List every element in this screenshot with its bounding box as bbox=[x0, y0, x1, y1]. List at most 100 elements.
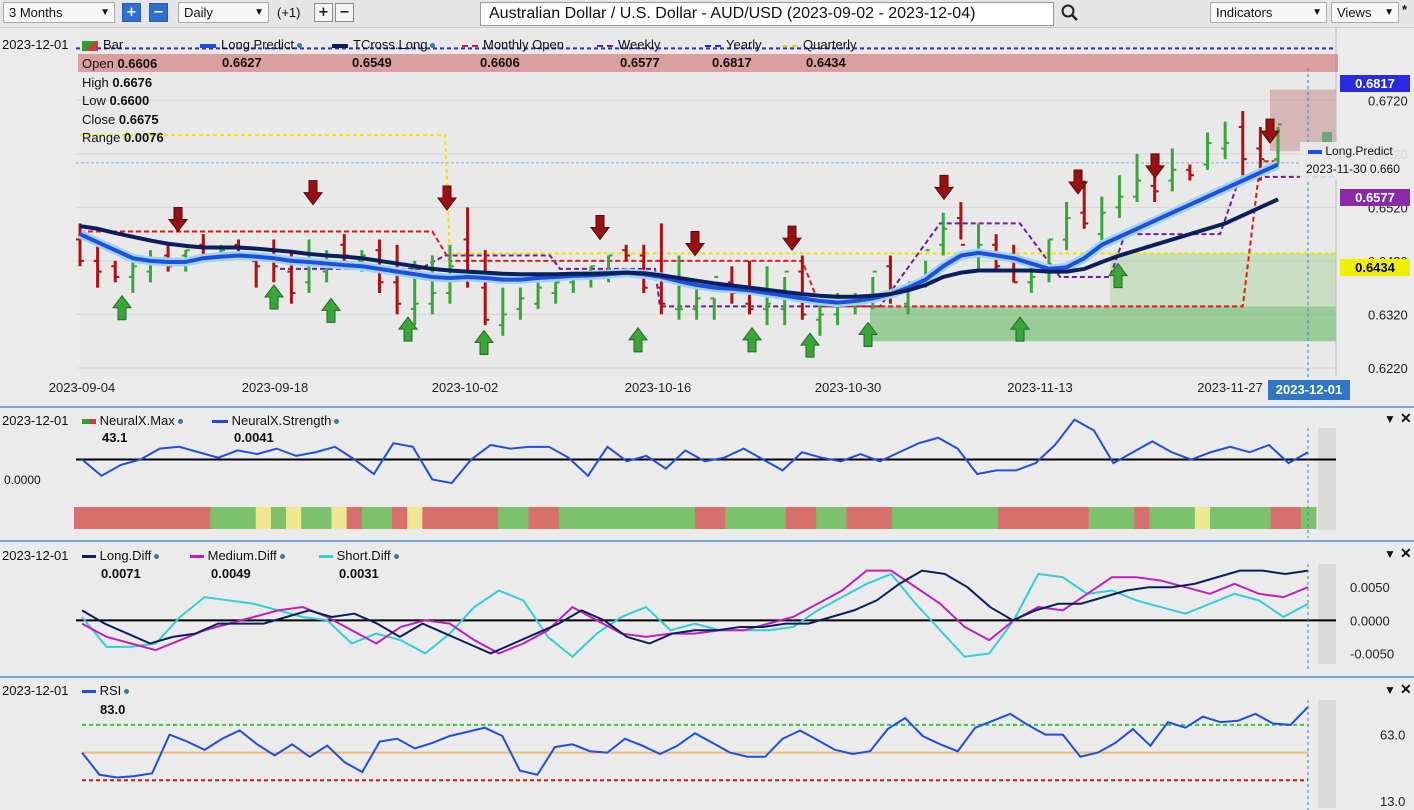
legend-item: TCross.Long bbox=[332, 37, 436, 52]
legend-value: 0.6549 bbox=[352, 55, 392, 70]
neural-max-block bbox=[1164, 507, 1181, 529]
diff-date: 2023-12-01 bbox=[2, 548, 69, 563]
neural-max-block bbox=[1179, 507, 1196, 529]
zoom-out-button[interactable]: − bbox=[149, 3, 168, 22]
pin-icon[interactable]: * bbox=[1402, 2, 1408, 17]
low-row: Low 0.6600 bbox=[82, 92, 164, 111]
tooltip-value: 0.660 bbox=[1369, 162, 1400, 176]
x-tick-label: 2023-11-13 bbox=[1007, 380, 1073, 395]
indicators-menu[interactable]: Indicators ▼ bbox=[1210, 2, 1327, 23]
neural-max-block bbox=[1149, 507, 1166, 529]
collapse-panel-icon[interactable]: ▼ bbox=[1384, 683, 1396, 697]
cursor-date: 2023-12-01 bbox=[2, 37, 69, 52]
neural-max-block bbox=[331, 507, 348, 529]
neural-max-block bbox=[1043, 507, 1060, 529]
y-tick-label: 13.0 bbox=[1380, 794, 1405, 809]
neural-max-block bbox=[604, 507, 620, 529]
neural-max-block bbox=[1255, 507, 1272, 529]
neural-max-block bbox=[1225, 507, 1241, 529]
separator bbox=[0, 406, 1414, 408]
long-predict-line bbox=[79, 162, 1279, 305]
rsi-date: 2023-12-01 bbox=[2, 683, 69, 698]
range-row: Range 0.0076 bbox=[82, 129, 164, 148]
open-row: Open 0.6606 bbox=[82, 55, 164, 74]
legend-swatch bbox=[332, 43, 348, 48]
diff-chart[interactable]: -0.0050 0.0000 0.0050 bbox=[0, 542, 1414, 676]
legend-label: Monthly Open bbox=[483, 37, 564, 52]
neural-max-block bbox=[695, 507, 711, 529]
sell-arrow-icon bbox=[934, 174, 954, 201]
legend-label: Yearly bbox=[726, 37, 762, 52]
neural-max-block bbox=[876, 507, 893, 529]
settings-dot-icon[interactable] bbox=[297, 43, 302, 49]
short-diff-legend: Short.Diff bbox=[319, 548, 399, 563]
neural-max-block bbox=[846, 507, 863, 529]
neural-max-block bbox=[407, 507, 423, 529]
high-value: 0.6676 bbox=[112, 74, 153, 90]
x-tick-label: 2023-10-30 bbox=[815, 380, 882, 395]
tcross-long-line bbox=[79, 197, 1279, 299]
legend-item: Bar bbox=[82, 37, 123, 52]
neural-max-block bbox=[149, 507, 166, 529]
views-menu[interactable]: Views ▼ bbox=[1331, 2, 1399, 23]
neural-max-block bbox=[967, 507, 984, 529]
rsi-chart[interactable]: 63.0 13.0 bbox=[0, 678, 1414, 810]
settings-dot-icon[interactable] bbox=[279, 554, 285, 560]
legend-swatch bbox=[705, 44, 721, 47]
close-panel-icon[interactable]: ✕ bbox=[1400, 681, 1412, 697]
x-tick-label: 2023-10-16 bbox=[625, 380, 692, 395]
neural-max-block bbox=[376, 507, 393, 529]
yearly-price-label: 0.6817 bbox=[1340, 75, 1410, 92]
medium-diff-label: Medium.Diff bbox=[207, 548, 277, 563]
period-select[interactable]: 3 Months ▼ bbox=[3, 2, 115, 23]
neural-chart[interactable] bbox=[0, 408, 1414, 540]
neural-max-block bbox=[937, 507, 953, 529]
indicators-label: Indicators bbox=[1216, 5, 1273, 20]
neural-max-block bbox=[225, 507, 242, 529]
neural-max-block bbox=[270, 507, 287, 529]
y-tick-label: 0.0000 bbox=[1350, 613, 1390, 628]
neural-max-block bbox=[801, 507, 817, 529]
y-tick-label: 0.6320 bbox=[1368, 307, 1408, 322]
symbol-title-field[interactable]: Australian Dollar / U.S. Dollar - AUD/US… bbox=[480, 2, 1054, 26]
settings-dot-icon[interactable] bbox=[154, 554, 160, 560]
legend-label: Quarterly bbox=[803, 37, 857, 52]
collapse-panel-icon[interactable]: ▼ bbox=[1384, 412, 1396, 426]
interval-select[interactable]: Daily ▼ bbox=[178, 2, 269, 23]
zoom-in-button[interactable]: + bbox=[122, 3, 141, 22]
price-chart[interactable]: 0.62200.63200.64200.65200.66200.67202023… bbox=[0, 28, 1414, 406]
add-offset-button[interactable]: + bbox=[314, 3, 333, 22]
close-panel-icon[interactable]: ✕ bbox=[1400, 410, 1412, 426]
close-panel-icon[interactable]: ✕ bbox=[1400, 545, 1412, 561]
settings-dot-icon[interactable] bbox=[334, 419, 340, 425]
short-diff-swatch bbox=[319, 555, 333, 559]
remove-offset-button[interactable]: − bbox=[335, 3, 354, 22]
y-tick-label: -0.0050 bbox=[1350, 646, 1394, 661]
settings-dot-icon[interactable] bbox=[393, 554, 399, 560]
neural-max-swatch bbox=[82, 419, 96, 425]
quarterly-line bbox=[80, 134, 1336, 255]
rsi-value: 83.0 bbox=[100, 702, 126, 717]
settings-dot-icon[interactable] bbox=[124, 689, 130, 695]
search-icon[interactable] bbox=[1060, 3, 1080, 23]
sell-arrow-icon bbox=[590, 214, 610, 241]
settings-dot-icon[interactable] bbox=[177, 419, 183, 425]
y-tick-label: 0.6720 bbox=[1368, 93, 1408, 108]
neural-max-value: 43.1 bbox=[102, 430, 128, 445]
neural-max-block bbox=[982, 507, 999, 529]
neural-max-block bbox=[1240, 507, 1256, 529]
neural-max-block bbox=[452, 507, 469, 529]
settings-dot-icon[interactable] bbox=[430, 43, 436, 49]
neural-max-block bbox=[664, 507, 681, 529]
symbol-title: Australian Dollar / U.S. Dollar - AUD/US… bbox=[489, 5, 976, 22]
neural-max-block bbox=[392, 507, 408, 529]
chevron-down-icon: ▼ bbox=[254, 7, 264, 18]
neural-max-block bbox=[482, 507, 499, 529]
legend-label: Bar bbox=[103, 37, 124, 52]
sell-arrow-icon bbox=[685, 231, 705, 257]
sell-arrow-icon bbox=[437, 185, 457, 211]
chevron-down-icon: ▼ bbox=[1312, 7, 1322, 18]
collapse-panel-icon[interactable]: ▼ bbox=[1384, 547, 1396, 561]
neural-max-block bbox=[104, 507, 120, 529]
legend-swatch bbox=[782, 44, 798, 47]
